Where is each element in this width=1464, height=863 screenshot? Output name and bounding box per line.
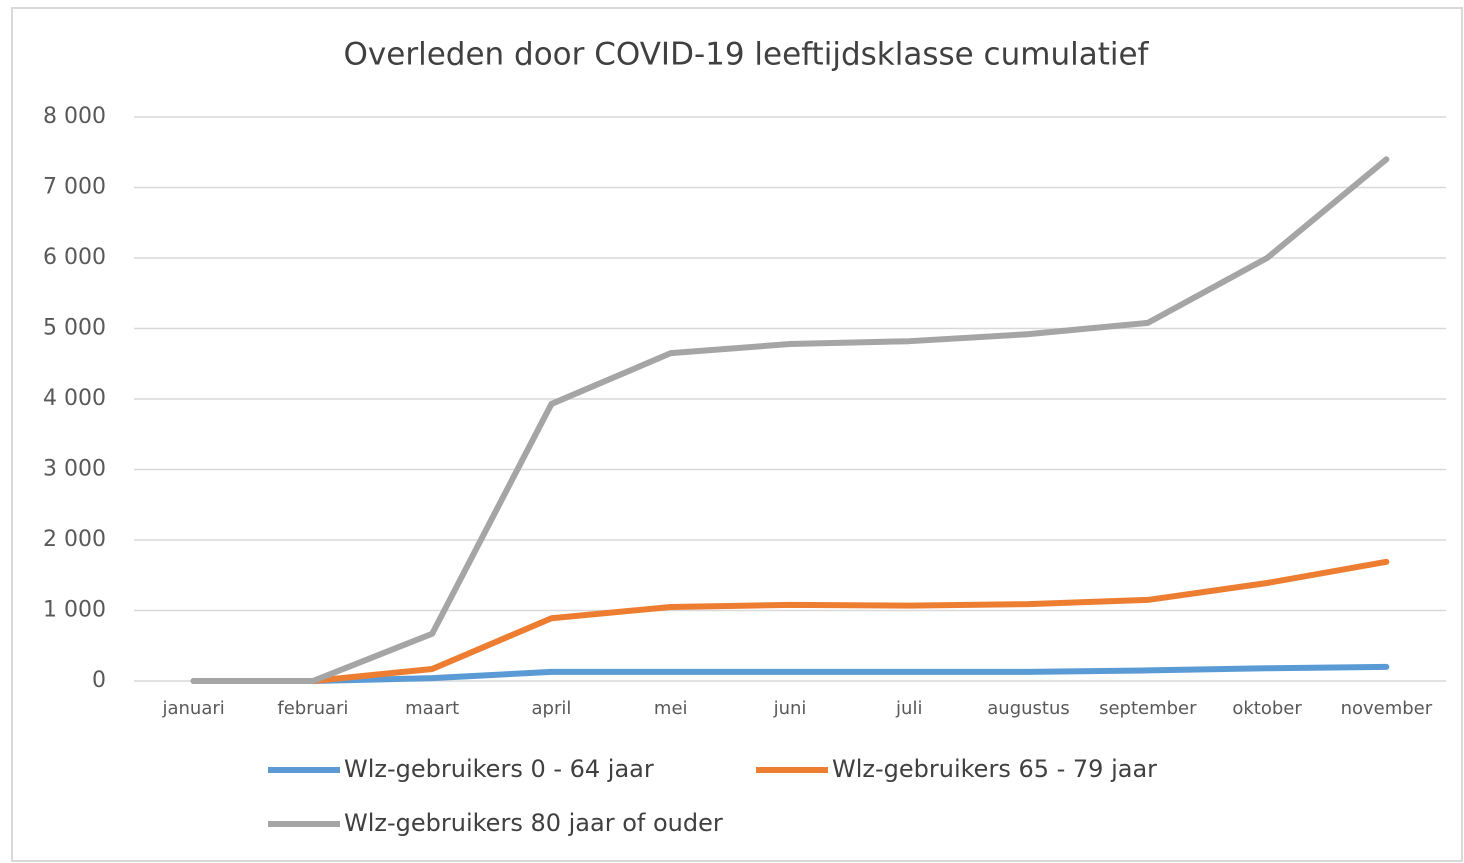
y-tick-label: 1 000 <box>43 598 106 623</box>
y-tick-label: 7 000 <box>43 175 106 200</box>
x-tick-label: januari <box>161 698 224 719</box>
legend-label: Wlz-gebruikers 0 - 64 jaar <box>344 755 654 783</box>
y-tick-label: 8 000 <box>43 104 106 129</box>
chart-border <box>11 7 1463 862</box>
x-tick-label: juli <box>895 698 922 719</box>
x-tick-label: november <box>1341 698 1433 719</box>
y-tick-label: 2 000 <box>43 527 106 552</box>
x-tick-label: augustus <box>987 698 1070 719</box>
y-tick-label: 4 000 <box>43 386 106 411</box>
x-tick-label: juni <box>773 698 807 719</box>
y-tick-label: 5 000 <box>43 316 106 341</box>
x-tick-label: september <box>1099 698 1197 719</box>
x-tick-label: oktober <box>1232 698 1302 719</box>
x-tick-label: april <box>532 698 572 719</box>
line-series <box>190 156 1390 684</box>
y-tick-label: 6 000 <box>43 245 106 270</box>
line-series <box>190 663 1390 684</box>
legend-label: Wlz-gebruikers 80 jaar of ouder <box>344 809 723 837</box>
x-tick-label: februari <box>277 698 348 719</box>
x-tick-label: maart <box>405 698 459 719</box>
chart-title: Overleden door COVID-19 leeftijdsklasse … <box>344 37 1150 73</box>
x-tick-label: mei <box>654 698 688 719</box>
legend-label: Wlz-gebruikers 65 - 79 jaar <box>832 755 1157 783</box>
y-tick-label: 3 000 <box>43 457 106 482</box>
line-series <box>190 558 1390 684</box>
y-tick-label: 0 <box>92 668 106 693</box>
